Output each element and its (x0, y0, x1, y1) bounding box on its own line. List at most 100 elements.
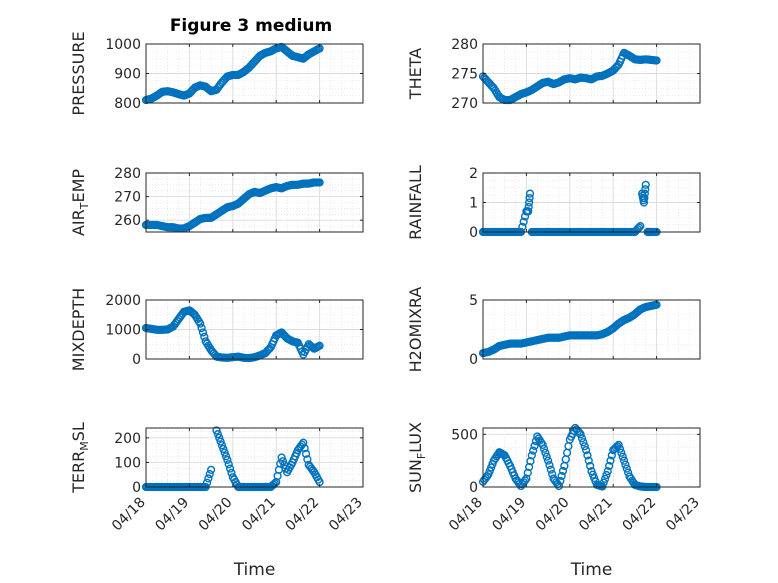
data-point (217, 441, 227, 450)
data-point (615, 444, 625, 453)
y-axis-label: RAINFALL (406, 165, 425, 240)
data-point (641, 180, 650, 189)
y-tick-label: 2000 (105, 293, 141, 309)
data-point (197, 323, 206, 333)
data-point (618, 452, 627, 461)
y-tick-label: 200 (114, 431, 141, 447)
data-point (315, 341, 324, 350)
data-point (557, 471, 566, 481)
data-point (621, 460, 630, 469)
data-point (278, 457, 288, 466)
data-point (215, 433, 224, 442)
y-tick-label: 0 (132, 352, 141, 368)
y-tick-label: 270 (451, 96, 478, 112)
data-point (300, 444, 309, 453)
data-point (576, 430, 585, 439)
y-axis: 270 275 280 (451, 37, 700, 112)
data-point (213, 430, 222, 439)
series-markers (478, 423, 661, 492)
axes-box (145, 427, 364, 488)
data-point (196, 319, 205, 328)
data-point (605, 461, 614, 471)
data-point (221, 452, 231, 461)
data-point (581, 446, 591, 455)
data-point (205, 469, 214, 479)
y-axis-label: MIXDEPTH (69, 288, 88, 371)
y-axis-label: TERRMSL (69, 422, 91, 494)
data-point (558, 466, 568, 476)
data-point (301, 449, 311, 458)
y-axis: 260 270 280 (114, 166, 363, 229)
data-point (315, 178, 324, 187)
data-point (522, 474, 531, 483)
data-point (543, 456, 553, 465)
data-point (529, 446, 538, 455)
y-tick-label: 800 (114, 96, 141, 112)
data-point (546, 465, 555, 474)
data-point (202, 478, 212, 487)
series-markers (141, 306, 324, 363)
subplot-mixdepth: 0 1000 2000 MIXDEPTH (69, 288, 364, 371)
data-point (607, 451, 616, 460)
data-point (515, 480, 524, 489)
axes-box (145, 172, 364, 233)
data-point (223, 455, 232, 465)
data-point (200, 332, 209, 341)
series-markers (141, 42, 324, 105)
data-point (580, 442, 589, 451)
data-point (518, 222, 527, 231)
y-axis-label: SUNFLUX (406, 422, 428, 493)
data-point (277, 453, 286, 462)
data-point (299, 438, 308, 447)
data-point (634, 223, 644, 232)
data-point (641, 185, 650, 194)
subplot-pressure: 800 900 1000 PRESSURE (69, 31, 364, 116)
y-axis: 0 1000 2000 (105, 293, 363, 368)
data-point (525, 193, 534, 203)
data-point (524, 207, 533, 216)
data-point (525, 462, 534, 472)
subplot-theta: 270 275 280 THETA (406, 37, 701, 112)
data-point (614, 440, 623, 449)
x-axis-label: Time (570, 560, 613, 580)
data-point (530, 441, 539, 451)
axes-box (482, 299, 701, 360)
data-point (526, 457, 535, 466)
x-axis (482, 173, 701, 232)
y-axis-label: THETA (406, 48, 425, 100)
data-point (539, 444, 549, 453)
data-point (303, 455, 312, 464)
data-point (224, 460, 233, 469)
data-point (600, 474, 610, 483)
y-tick-label: 500 (451, 427, 478, 443)
y-tick-label: 275 (451, 67, 478, 83)
y-tick-label: 1 (469, 196, 478, 212)
y-tick-label: 270 (114, 190, 141, 206)
y-tick-label: 2 (469, 166, 478, 182)
data-point (525, 189, 535, 198)
data-point (545, 461, 554, 470)
data-point (586, 461, 595, 471)
subplot-h2omixra: 0 5 H2OMIXRA (406, 287, 701, 372)
y-tick-label: 0 (469, 480, 478, 496)
y-tick-label: 280 (114, 166, 141, 182)
data-point (225, 464, 235, 473)
data-point (622, 464, 631, 473)
data-point (204, 474, 213, 483)
data-point (584, 456, 593, 465)
y-tick-label: 260 (114, 213, 141, 229)
data-point (579, 438, 588, 447)
data-point (619, 456, 629, 465)
series-markers (478, 300, 661, 358)
x-axis (482, 300, 701, 359)
data-point (606, 456, 615, 465)
data-point (603, 467, 612, 476)
x-axis (145, 173, 364, 232)
data-point (198, 328, 208, 337)
data-point (519, 217, 528, 226)
y-tick-label: 0 (132, 480, 141, 496)
data-point (227, 468, 236, 477)
data-point (520, 476, 530, 485)
y-tick-label: 0 (469, 352, 478, 368)
subplot-rainfall: 0 1 2 RAINFALL (406, 165, 701, 241)
